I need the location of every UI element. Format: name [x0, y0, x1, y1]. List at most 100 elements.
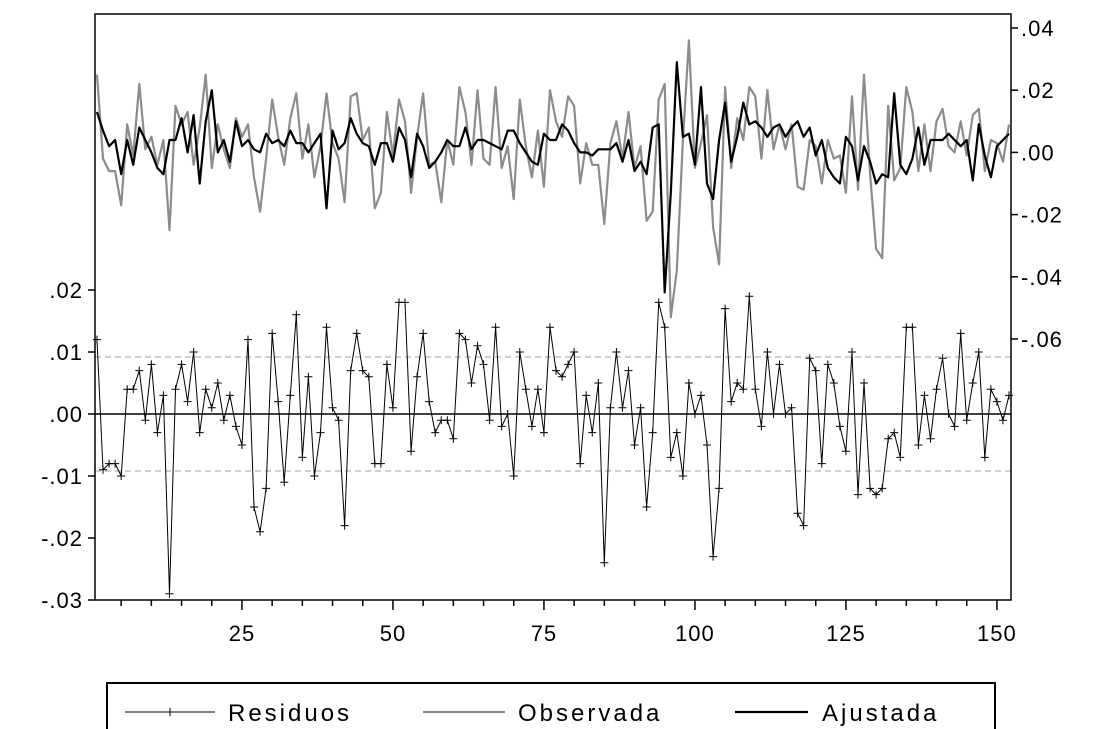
y-right-tick-label: -.06: [1021, 327, 1063, 352]
residual-point: [739, 385, 748, 394]
legend-label-ajustada: Ajustada: [822, 700, 939, 727]
residual-point: [280, 478, 289, 487]
residual-point: [564, 360, 573, 369]
residual-point: [612, 348, 621, 356]
residual-point: [570, 348, 579, 356]
residual-point: [872, 490, 881, 499]
residual-point: [787, 403, 796, 412]
residual-point: [576, 459, 585, 468]
residual-point: [696, 391, 705, 400]
residual-point: [292, 310, 301, 319]
residual-point: [648, 428, 657, 437]
y-right-tick-label: .00: [1021, 140, 1055, 165]
residual-band-layer: [95, 356, 1011, 472]
residual-point: [684, 379, 693, 387]
residual-point: [503, 410, 512, 418]
residual-point: [678, 472, 687, 480]
residual-point: [99, 465, 108, 474]
residual-point: [491, 323, 500, 332]
residual-point: [763, 348, 772, 356]
residual-point: [630, 441, 639, 449]
residual-point: [237, 441, 246, 449]
residual-point: [926, 434, 935, 443]
residual-point: [781, 410, 790, 418]
residual-point: [231, 422, 240, 431]
y-left-tick-label: -.03: [41, 588, 83, 613]
residual-point: [974, 348, 983, 356]
residual-point: [986, 385, 995, 394]
residual-point: [286, 391, 295, 400]
residual-point: [642, 503, 651, 511]
residual-point: [201, 385, 210, 394]
residual-point: [147, 360, 156, 369]
residual-point: [310, 472, 319, 480]
residual-point: [618, 403, 627, 412]
residual-point: [340, 521, 349, 530]
residual-point: [177, 360, 186, 369]
residual-point: [165, 589, 174, 598]
x-tick-label: 150: [977, 621, 1017, 646]
residual-point: [914, 441, 923, 449]
residual-point: [709, 552, 718, 561]
residual-point: [250, 503, 259, 511]
residual-point: [407, 447, 416, 456]
residual-point: [527, 422, 536, 431]
residual-point: [866, 484, 875, 493]
residual-point: [256, 527, 265, 536]
residual-point: [757, 422, 766, 431]
residual-point: [274, 397, 283, 406]
residual-point: [817, 459, 826, 468]
residual-point: [950, 422, 959, 431]
residual-point: [189, 348, 198, 356]
legend-label-residuos: Residuos: [228, 700, 352, 727]
residual-point: [298, 453, 307, 462]
y-left-tick-label: .02: [49, 278, 83, 303]
residual-point: [485, 416, 494, 425]
residual-point: [455, 329, 464, 338]
residual-point: [171, 385, 180, 394]
residual-point: [1005, 391, 1013, 400]
residual-point: [346, 366, 355, 375]
residual-point: [497, 422, 506, 431]
y-right-tick-label: -.02: [1021, 203, 1063, 228]
residual-point: [811, 366, 820, 375]
residual-point: [908, 323, 917, 332]
residual-point: [956, 329, 965, 338]
residual-point: [111, 459, 120, 468]
residual-point: [262, 484, 271, 493]
residual-point: [419, 329, 428, 338]
residual-point: [775, 360, 784, 369]
residual-point: [829, 379, 838, 387]
residual-point: [968, 379, 977, 387]
residual-point: [328, 403, 337, 412]
residual-point: [153, 428, 162, 437]
residual-point: [431, 428, 440, 437]
residual-point: [382, 360, 391, 369]
y-left-tick-label: -.02: [41, 526, 83, 551]
plot-frame: [94, 13, 1012, 601]
residual-point: [932, 385, 941, 394]
series-line-ajustada: [95, 61, 1010, 294]
x-tick-label: 100: [675, 621, 715, 646]
residual-point: [213, 379, 222, 387]
residual-point: [660, 323, 669, 332]
residual-point: [376, 459, 385, 468]
residual-point: [600, 558, 609, 567]
legend-frame: [106, 682, 996, 729]
y-right-tick-label: .04: [1021, 16, 1055, 41]
residual-point: [558, 372, 567, 381]
y-right-tick-label: -.04: [1021, 265, 1063, 290]
residual-point: [467, 379, 476, 387]
residual-point: [129, 385, 138, 394]
residual-point: [195, 428, 204, 437]
residual-point: [364, 372, 373, 381]
residual-point: [552, 366, 561, 375]
axes-layer: -.03 -.02 -.01 .00 .01 .02 -.06 -.04 -.02 .00 .02.…: [41, 13, 1063, 646]
residual-point: [401, 298, 410, 307]
y-left-tick-label: .00: [49, 402, 83, 427]
residual-point: [920, 391, 929, 400]
residual-point: [823, 360, 832, 369]
residual-point: [358, 366, 367, 375]
residual-point: [268, 329, 277, 338]
residual-point: [624, 366, 633, 375]
